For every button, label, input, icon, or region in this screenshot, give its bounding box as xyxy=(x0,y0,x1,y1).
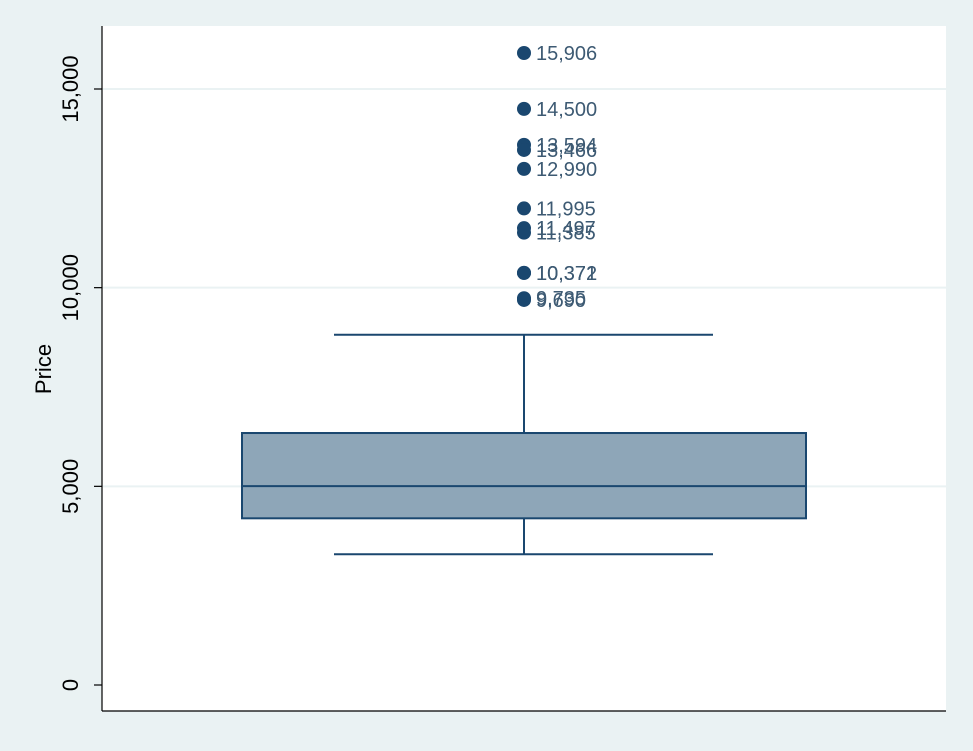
outlier-point xyxy=(517,201,531,216)
outlier-point xyxy=(517,161,531,176)
outlier-label: 9,690 xyxy=(536,290,586,312)
outlier-label: 12,990 xyxy=(536,159,597,181)
outlier-point xyxy=(517,292,531,307)
outlier-point xyxy=(517,46,531,61)
outlier-label: 11,995 xyxy=(536,198,596,220)
outlier-label: 9,735 xyxy=(536,288,586,310)
outlier-label: 11,497 xyxy=(536,218,596,240)
y-tick-label: 0 xyxy=(58,679,83,691)
outlier-label: 13,594 xyxy=(536,135,597,157)
y-axis-title: Price xyxy=(31,344,56,394)
outlier-point xyxy=(517,101,531,116)
outlier-label: 14,500 xyxy=(536,99,597,121)
iqr-box xyxy=(241,432,807,520)
outlier-label: 15,906 xyxy=(536,43,597,65)
outlier-label: 10,371 xyxy=(536,263,597,285)
y-tick-label: 5,000 xyxy=(58,459,83,514)
outlier-point xyxy=(517,142,531,157)
outlier-label: 13,466 xyxy=(536,140,597,162)
outlier-label: 10,372 xyxy=(536,263,597,285)
outlier-point xyxy=(517,225,531,240)
y-tick-label: 15,000 xyxy=(58,55,83,122)
outlier-label: 11,385 xyxy=(536,223,596,245)
outlier-point xyxy=(517,265,531,280)
y-tick-label: 10,000 xyxy=(58,254,83,321)
